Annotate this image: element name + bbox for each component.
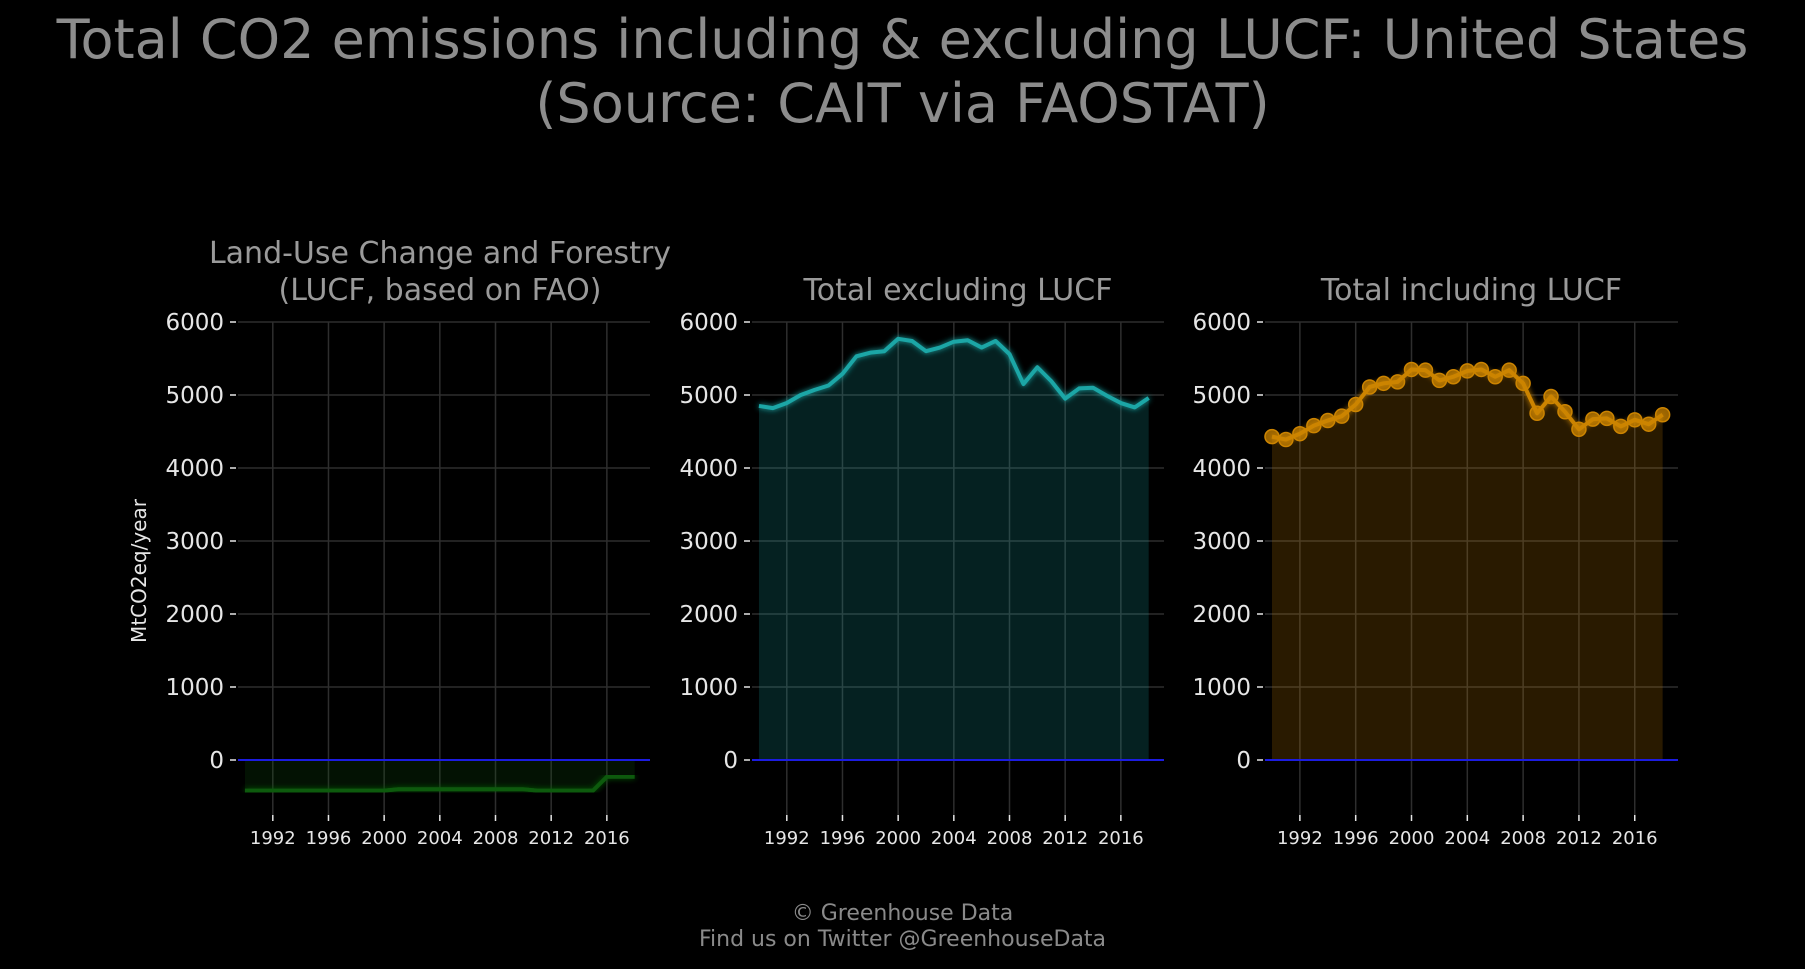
- panel-title-line2: Total excluding LUCF: [803, 273, 1113, 308]
- panel-title-line1: Land-Use Change and Forestry: [209, 236, 671, 271]
- panel-1: 0 1000 2000 3000 4000 5000 6000 1992 1996 2000 200…: [127, 236, 671, 849]
- data-point: [1375, 375, 1392, 392]
- y-tick-label: 2000: [679, 602, 738, 628]
- data-point: [1487, 369, 1503, 385]
- y-tick-label: 2000: [1192, 602, 1251, 628]
- chart-title: Total CO2 emissions including & excludin…: [56, 8, 1749, 71]
- x-tick-label: 2016: [584, 828, 630, 849]
- y-tick-label: 6000: [1192, 310, 1251, 336]
- x-tick-label: 2008: [1500, 828, 1546, 849]
- data-point: [1599, 410, 1615, 427]
- x-tick-label: 1996: [820, 828, 866, 849]
- data-point: [1640, 416, 1657, 432]
- y-tick-label: 4000: [165, 456, 224, 482]
- y-tick-label: 1000: [679, 675, 738, 701]
- data-point: [1501, 362, 1517, 378]
- x-tick-label: 2000: [361, 828, 407, 849]
- footer-credit: © Greenhouse Data: [791, 901, 1014, 926]
- y-tick-label: 3000: [1192, 529, 1251, 555]
- data-point: [1403, 361, 1420, 378]
- y-tick-label: 6000: [679, 310, 738, 336]
- data-point: [1473, 361, 1490, 378]
- x-tick-label: 1992: [764, 828, 810, 849]
- data-point: [1654, 406, 1671, 423]
- series-area: [758, 338, 1149, 760]
- y-tick-label: 4000: [1192, 456, 1251, 482]
- panel-title-line2: (LUCF, based on FAO): [279, 273, 602, 308]
- data-point: [1361, 379, 1378, 395]
- x-tick-label: 2008: [473, 828, 519, 849]
- data-point: [1515, 375, 1531, 392]
- data-point: [1459, 363, 1476, 379]
- x-tick-label: 1992: [250, 828, 296, 849]
- panel-2: 0 1000 2000 3000 4000 5000 6000 1992 1996 2000 200…: [679, 273, 1164, 849]
- data-point: [1529, 405, 1545, 421]
- data-point: [1389, 374, 1406, 390]
- data-point: [1264, 428, 1280, 445]
- data-point: [1278, 431, 1294, 448]
- x-tick-label: 2000: [875, 828, 921, 849]
- y-tick-label: 4000: [679, 456, 738, 482]
- data-point: [1347, 396, 1364, 413]
- data-point: [1585, 411, 1601, 427]
- y-tick-label: 0: [209, 748, 224, 774]
- y-tick-label: 1000: [1192, 675, 1251, 701]
- footer-twitter: Find us on Twitter @GreenhouseData: [698, 927, 1107, 952]
- panel-title-line2: Total including LUCF: [1320, 273, 1622, 308]
- y-tick-label: 5000: [679, 383, 738, 409]
- data-point: [1417, 362, 1434, 378]
- x-tick-label: 2000: [1389, 828, 1435, 849]
- data-point: [1571, 421, 1587, 438]
- series-area: [1271, 369, 1663, 760]
- y-tick-label: 6000: [165, 310, 224, 336]
- y-tick-label: 0: [1236, 748, 1251, 774]
- series-line: [244, 774, 635, 793]
- y-tick-label: 0: [723, 748, 738, 774]
- x-tick-label: 2012: [1042, 828, 1088, 849]
- series-area: [244, 760, 635, 791]
- x-tick-label: 2012: [1556, 828, 1602, 849]
- data-point: [1431, 372, 1448, 389]
- x-tick-label: 2004: [1444, 828, 1490, 849]
- data-point: [1445, 369, 1462, 385]
- x-tick-label: 1996: [306, 828, 352, 849]
- y-tick-label: 1000: [165, 675, 224, 701]
- chart-subtitle: (Source: CAIT via FAOSTAT): [535, 72, 1270, 135]
- x-tick-label: 2004: [417, 828, 463, 849]
- data-point: [1626, 412, 1643, 428]
- x-tick-label: 1992: [1277, 828, 1323, 849]
- data-point: [1557, 404, 1573, 420]
- y-tick-label: 5000: [1192, 383, 1251, 409]
- data-point: [1292, 425, 1308, 442]
- x-tick-label: 1996: [1333, 828, 1379, 849]
- x-tick-label: 2004: [931, 828, 977, 849]
- x-tick-label: 2012: [528, 828, 574, 849]
- y-tick-label: 5000: [165, 383, 224, 409]
- series-line: [758, 336, 1150, 411]
- x-tick-label: 2008: [987, 828, 1033, 849]
- y-axis-label: MtCO2eq/year: [127, 498, 151, 643]
- x-tick-label: 2016: [1612, 828, 1658, 849]
- data-point: [1543, 388, 1559, 405]
- data-point: [1333, 408, 1350, 424]
- data-point: [1306, 417, 1322, 434]
- panel-3: 0 1000 2000 3000 4000 5000 6000 1992 1996 2000 200…: [1192, 273, 1678, 849]
- y-tick-label: 3000: [679, 529, 738, 555]
- data-point: [1613, 418, 1629, 435]
- y-tick-label: 3000: [165, 529, 224, 555]
- data-point: [1320, 412, 1336, 429]
- y-tick-label: 2000: [165, 602, 224, 628]
- x-tick-label: 2016: [1098, 828, 1144, 849]
